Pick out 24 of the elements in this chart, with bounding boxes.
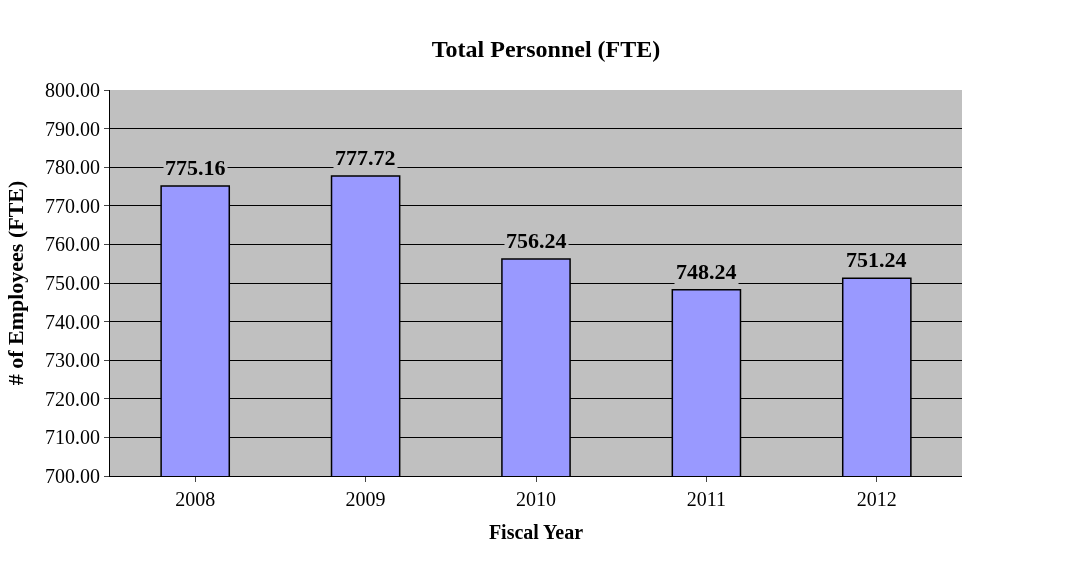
y-tick-label: 770.00: [45, 194, 100, 217]
x-tick-label: 2012: [856, 488, 897, 510]
data-label: 751.24: [846, 247, 907, 272]
y-tick-label: 740.00: [45, 310, 100, 333]
data-label: 748.24: [676, 259, 737, 284]
y-tick-label: 720.00: [45, 387, 100, 410]
y-tick-label: 710.00: [45, 426, 100, 449]
y-tick-label: 790.00: [45, 117, 100, 140]
y-tick-label: 730.00: [45, 349, 100, 372]
data-label: 756.24: [506, 228, 567, 253]
y-tick-label: 760.00: [45, 233, 100, 256]
chart-title: Total Personnel (FTE): [431, 36, 661, 63]
x-tick-label: 2008: [175, 488, 216, 510]
x-tick-label: 2009: [345, 488, 386, 510]
y-tick-label: 700.00: [45, 465, 100, 487]
data-label: 777.72: [335, 145, 396, 170]
y-tick-label: 780.00: [45, 156, 100, 179]
x-axis-title: Fiscal Year: [488, 520, 584, 543]
y-axis-title: # of Employees (FTE): [2, 180, 28, 386]
x-tick-label: 2010: [516, 488, 556, 510]
x-tick-label: 2011: [686, 488, 727, 510]
y-tick-label: 750.00: [45, 272, 100, 294]
data-label: 775.16: [165, 155, 226, 180]
y-tick-label: 800.00: [45, 79, 100, 101]
